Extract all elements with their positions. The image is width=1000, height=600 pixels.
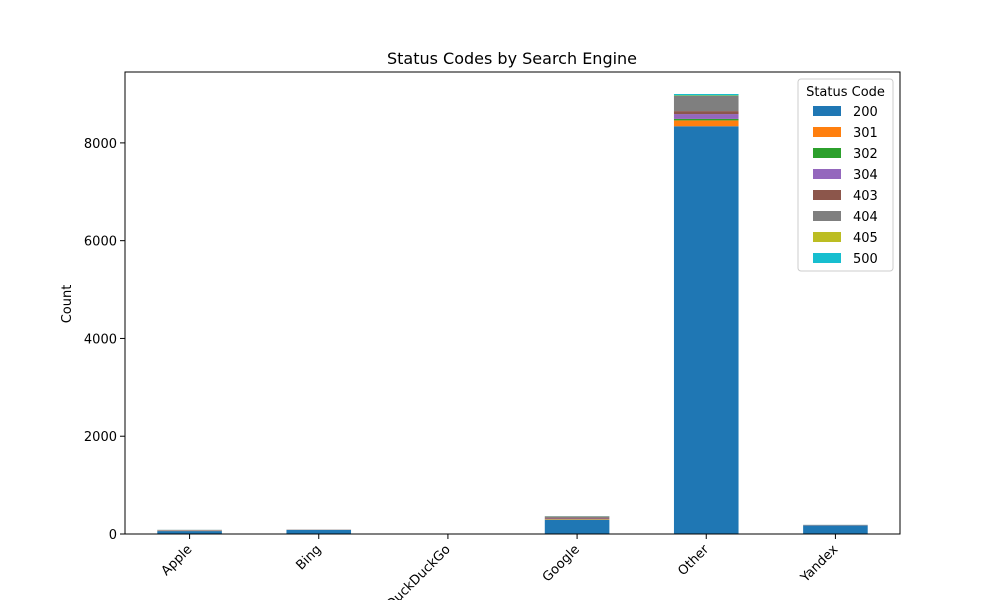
legend-label-200: 200: [853, 105, 878, 120]
bar-segment-other-302: [673, 118, 739, 121]
y-tick-label-6000: 6000: [84, 235, 117, 250]
legend-label-302: 302: [853, 147, 878, 162]
legend-title: Status Code: [806, 85, 885, 100]
legend-label-404: 404: [853, 210, 878, 225]
bar-segment-other-500: [673, 94, 739, 96]
y-tick-label-8000: 8000: [84, 137, 117, 152]
y-axis-label: Count: [60, 285, 75, 324]
bar-segment-other-301: [673, 120, 739, 127]
chart-title: Status Codes by Search Engine: [387, 49, 637, 68]
y-tick-label-2000: 2000: [84, 430, 117, 445]
bar-segment-other-304: [673, 114, 739, 119]
bar-segment-other-200: [673, 126, 739, 535]
plot-frame: [124, 71, 901, 535]
legend-swatch-403: [813, 190, 841, 200]
bar-segment-google-200: [544, 519, 610, 534]
legend-swatch-500: [813, 253, 841, 263]
y-tick-label-4000: 4000: [84, 332, 117, 347]
legend-swatch-301: [813, 127, 841, 137]
y-tick-label-0: 0: [109, 528, 117, 543]
plot-area: [157, 94, 868, 535]
bar-segment-yandex-200: [803, 525, 868, 534]
bar-segment-google-404: [544, 516, 610, 518]
legend-swatch-200: [813, 106, 841, 116]
legend-label-403: 403: [853, 189, 878, 204]
bar-segment-bing-200: [286, 529, 352, 534]
legend-label-304: 304: [853, 168, 878, 183]
legend-swatch-304: [813, 169, 841, 179]
legend-label-500: 500: [853, 252, 878, 267]
bar-segment-other-404: [673, 95, 739, 112]
legend-box: [797, 78, 894, 272]
legend-swatch-405: [813, 232, 841, 242]
legend-swatch-404: [813, 211, 841, 221]
legend-label-301: 301: [853, 126, 878, 141]
legend-label-405: 405: [853, 231, 878, 246]
legend-swatch-302: [813, 148, 841, 158]
bar-segment-other-403: [673, 111, 739, 115]
bar-segment-google-403: [544, 517, 610, 519]
legend: Status Code 200 301 302 304 403 404 405 500: [797, 78, 894, 272]
bar-segment-apple-200: [157, 531, 222, 534]
y-axis: 0 2000 4000 6000 8000: [84, 137, 125, 543]
